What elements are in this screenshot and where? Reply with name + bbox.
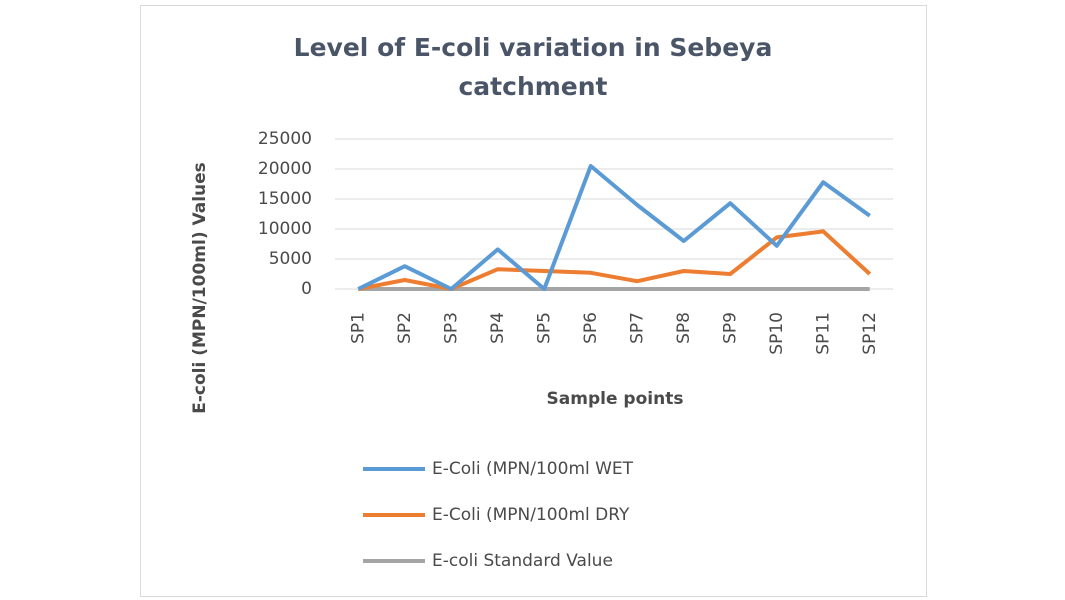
x-tick-label: SP6 xyxy=(581,312,601,344)
y-tick-label: 10000 xyxy=(258,219,312,239)
y-tick-label: 0 xyxy=(301,279,312,299)
x-tick-label: SP3 xyxy=(441,312,461,344)
x-tick-label: SP12 xyxy=(860,312,880,355)
x-tick-label: SP7 xyxy=(627,312,647,344)
x-tick-label: SP9 xyxy=(720,312,740,344)
y-tick-label: 5000 xyxy=(269,249,312,269)
x-tick-label: SP4 xyxy=(488,312,508,344)
legend-label: E-coli Standard Value xyxy=(432,551,613,571)
legend-label: E-Coli (MPN/100ml DRY xyxy=(432,505,630,525)
x-tick-label: SP1 xyxy=(348,312,368,344)
y-tick-label: 20000 xyxy=(258,159,312,179)
chart-frame xyxy=(140,5,927,597)
x-axis-label: Sample points xyxy=(547,389,684,409)
chart-title: Level of E-coli variation in Sebeya catc… xyxy=(293,33,773,101)
y-tick-label: 15000 xyxy=(258,189,312,209)
x-tick-label: SP8 xyxy=(674,312,694,344)
legend-label: E-Coli (MPN/100ml WET xyxy=(432,459,634,479)
x-tick-label: SP2 xyxy=(395,312,415,344)
y-tick-label: 25000 xyxy=(258,129,312,149)
x-tick-label: SP11 xyxy=(813,312,833,355)
y-axis-label: E-coli (MPN/100ml) Values xyxy=(190,162,210,414)
x-tick-label: SP10 xyxy=(767,312,787,355)
series-line xyxy=(357,164,871,291)
x-tick-label: SP5 xyxy=(534,312,554,344)
